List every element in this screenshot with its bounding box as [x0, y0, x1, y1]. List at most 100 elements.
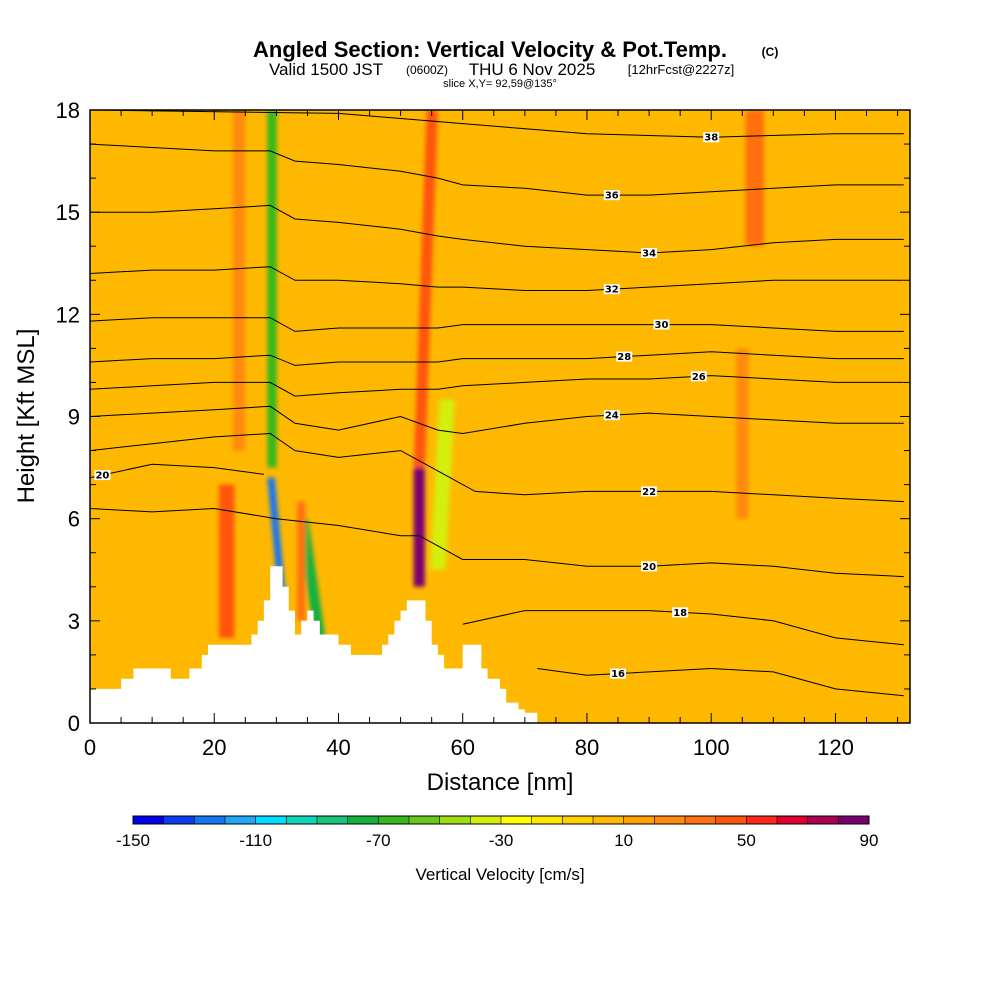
y-axis-title: Height [Kft MSL] [13, 329, 40, 504]
isentrope-label: 22 [642, 487, 656, 498]
velocity-feature [218, 484, 235, 638]
colorbar-swatch [685, 816, 717, 824]
isentrope-label: 18 [673, 608, 687, 619]
isentrope-labels: 16 18 20 20 22 24 26 28 30 32 34 36 38 [94, 132, 720, 680]
isentrope-label: 30 [655, 320, 669, 331]
x-tick-label: 20 [202, 735, 226, 760]
x-axis-title: Distance [nm] [427, 769, 574, 796]
colorbar-swatch [255, 816, 287, 824]
y-tick-label: 6 [68, 507, 80, 532]
colorbar-swatch [562, 816, 594, 824]
colorbar-swatch [133, 816, 165, 824]
colorbar-swatch [347, 816, 379, 824]
velocity-feature [297, 501, 306, 621]
isentrope-line [90, 507, 904, 578]
colorbar-tick-label: 10 [614, 831, 633, 850]
isentrope-label-bg [672, 607, 689, 618]
y-tick-label: 18 [56, 98, 80, 123]
x-axis: 0 20 40 60 80 100 120 [84, 110, 899, 760]
isentrope-label-bg [641, 248, 658, 259]
isentrope-line [90, 405, 904, 435]
chart-title-units: (C) [762, 45, 779, 59]
isentrope-label-bg [603, 284, 620, 295]
colorbar-swatch [286, 816, 318, 824]
colorbar-swatch [531, 816, 563, 824]
colorbar-swatch [194, 816, 226, 824]
isentrope-line [90, 375, 904, 397]
colorbar-swatch [225, 816, 257, 824]
isentrope-line [90, 266, 904, 291]
colorbar-swatch [715, 816, 747, 824]
x-tick-label: 80 [575, 735, 599, 760]
velocity-feature [413, 110, 438, 468]
colorbar-tick-label: -110 [239, 831, 272, 850]
chart-title: Angled Section: Vertical Velocity & Pot.… [253, 37, 727, 62]
colorbar-tick-label: -150 [116, 831, 150, 850]
isentrope-line [90, 204, 904, 254]
colorbar-swatch [439, 816, 471, 824]
isentrope-label: 34 [642, 249, 656, 260]
x-tick-label: 60 [450, 735, 474, 760]
terrain-mask [90, 566, 538, 723]
isentrope-line [90, 351, 904, 366]
isentrope-label-bg [616, 351, 633, 362]
isentrope-label: 36 [605, 191, 619, 202]
y-tick-label: 15 [56, 200, 80, 225]
isentrope-line [90, 317, 904, 332]
isentrope-line [537, 667, 904, 697]
colorbar-tick-label: 90 [860, 831, 879, 850]
y-tick-label: 12 [56, 302, 80, 327]
isentrope-contours [90, 110, 904, 697]
subtitle-valid: Valid 1500 JST [269, 60, 383, 79]
plot-area: 16 18 20 20 22 24 26 28 30 32 34 36 38 [90, 110, 910, 723]
isentrope-label-bg [94, 470, 111, 481]
x-tick-label: 0 [84, 735, 96, 760]
velocity-field [218, 110, 765, 638]
isentrope-label: 24 [605, 411, 619, 422]
colorbar-title: Vertical Velocity [cm/s] [415, 865, 584, 884]
velocity-feature [413, 467, 425, 587]
isentrope-label-bg [603, 190, 620, 201]
colorbar-swatch [777, 816, 809, 824]
x-tick-label: 120 [817, 735, 854, 760]
x-tick-label: 40 [326, 735, 350, 760]
colorbar-swatch [501, 816, 533, 824]
subtitle-utc: (0600Z) [406, 63, 448, 77]
isentrope-line [90, 432, 904, 503]
velocity-feature [232, 110, 246, 451]
isentrope-label-bg [653, 319, 670, 330]
velocity-feature [745, 110, 765, 247]
isentrope-label: 26 [692, 372, 706, 383]
colorbar-tick-label: -70 [366, 831, 391, 850]
isentrope-label-bg [603, 410, 620, 421]
velocity-feature [430, 399, 455, 570]
isentrope-line [90, 463, 264, 479]
colorbar-swatch [746, 816, 778, 824]
velocity-feature [267, 110, 277, 468]
colorbar-swatch [317, 816, 349, 824]
slice-info: slice X,Y= 92,59@135° [443, 78, 557, 90]
isentrope-line [90, 143, 904, 196]
isentrope-label-bg [641, 561, 658, 572]
colorbar-tick-label: 50 [737, 831, 756, 850]
isentrope-label-bg [641, 486, 658, 497]
colorbar: -150 -110 -70 -30 10 50 90 [116, 815, 879, 850]
colorbar-swatch [623, 816, 655, 824]
velocity-feature [736, 348, 749, 519]
isentrope-label: 16 [611, 669, 625, 680]
x-tick-label: 100 [693, 735, 730, 760]
isentrope-label-bg [690, 371, 707, 382]
isentrope-label: 32 [605, 285, 619, 296]
isentrope-label: 38 [704, 133, 718, 144]
isentrope-label: 20 [95, 471, 109, 482]
y-tick-label: 0 [68, 711, 80, 736]
colorbar-swatch [838, 816, 870, 824]
colorbar-swatch [409, 816, 441, 824]
colorbar-swatch [654, 816, 686, 824]
isentrope-label-bg [703, 132, 720, 143]
isentrope-label: 20 [642, 562, 656, 573]
colorbar-swatch [807, 816, 839, 824]
y-tick-label: 9 [68, 405, 80, 430]
colorbar-swatch [593, 816, 625, 824]
colorbar-swatch [378, 816, 410, 824]
